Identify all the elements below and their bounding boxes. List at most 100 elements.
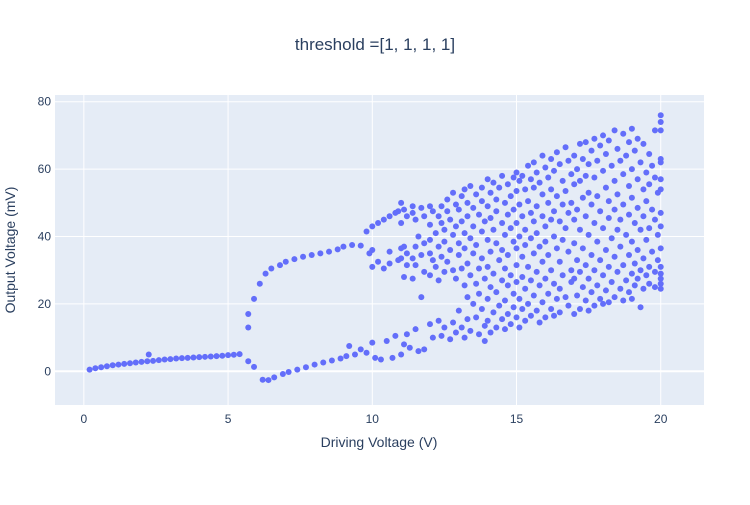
data-point [291,256,298,263]
data-point [568,199,575,206]
data-point [265,377,272,384]
data-point [92,365,99,372]
y-tick-label: 20 [38,297,52,311]
data-point [582,213,589,220]
data-point [556,218,563,225]
data-point [591,302,598,309]
data-point [597,257,604,264]
data-point [395,208,402,215]
data-point [643,198,650,205]
data-point [476,265,483,272]
data-point [415,233,422,240]
data-point [527,235,534,242]
data-point [525,300,532,307]
data-point [230,351,237,358]
data-point [620,262,627,269]
data-point [357,242,364,249]
data-point [490,270,497,277]
data-point [657,186,664,193]
data-point [447,216,454,223]
y-tick-label: 40 [38,230,52,244]
data-point [556,258,563,265]
data-point [496,257,503,264]
data-point [455,206,462,213]
data-point [646,225,653,232]
data-point [611,294,618,301]
data-point [576,268,583,275]
data-point [617,216,624,223]
data-point [649,206,656,213]
data-point [654,231,661,238]
data-point [628,194,635,201]
data-point [461,334,468,341]
data-point [504,282,511,289]
data-point [548,267,555,274]
data-point [556,285,563,292]
data-point [533,169,540,176]
data-point [597,295,604,302]
data-point [640,255,647,262]
data-point [476,290,483,297]
data-point [144,358,151,365]
data-point [493,208,500,215]
data-point [279,371,286,377]
data-point [525,162,532,169]
data-point [155,357,162,364]
data-point [646,150,653,157]
data-point [545,174,552,181]
data-point [634,176,641,183]
data-point [467,182,474,189]
data-point [510,174,517,181]
data-point [602,287,609,294]
data-point [620,297,627,304]
data-point [628,295,635,302]
data-point [435,277,442,284]
data-point [634,247,641,253]
data-point [510,206,517,213]
data-point [259,376,266,383]
data-point [501,265,508,272]
data-point [545,290,552,297]
data-point [614,226,621,233]
data-point [576,140,583,147]
data-point [530,159,537,166]
data-point [657,159,664,166]
data-point [536,179,543,186]
data-point [478,255,485,262]
data-point [533,230,540,237]
data-point [225,352,232,359]
data-point [383,337,390,344]
data-point [579,194,586,201]
data-point [519,172,526,179]
data-point [429,257,436,264]
data-point [145,351,152,358]
data-point [525,263,532,270]
data-point [184,354,191,361]
data-point [386,248,393,255]
data-point [527,176,534,183]
data-point [435,213,442,220]
data-point [464,294,471,301]
data-point [548,216,555,223]
data-point [450,319,457,326]
data-point [576,305,583,312]
data-point [585,275,592,282]
data-point [380,265,387,272]
y-axis-label: Output Voltage (mV) [2,187,18,314]
data-point [631,260,638,267]
data-point [458,218,465,225]
data-point [654,257,661,264]
data-point [340,243,347,250]
data-point [600,272,607,279]
data-point [501,297,508,304]
data-point [507,321,514,328]
data-point [556,309,563,316]
data-point [412,326,419,333]
data-point [467,235,474,242]
data-point [115,361,122,368]
data-point [651,268,658,275]
data-point [245,358,252,365]
data-point [190,354,197,361]
data-point [372,354,379,361]
